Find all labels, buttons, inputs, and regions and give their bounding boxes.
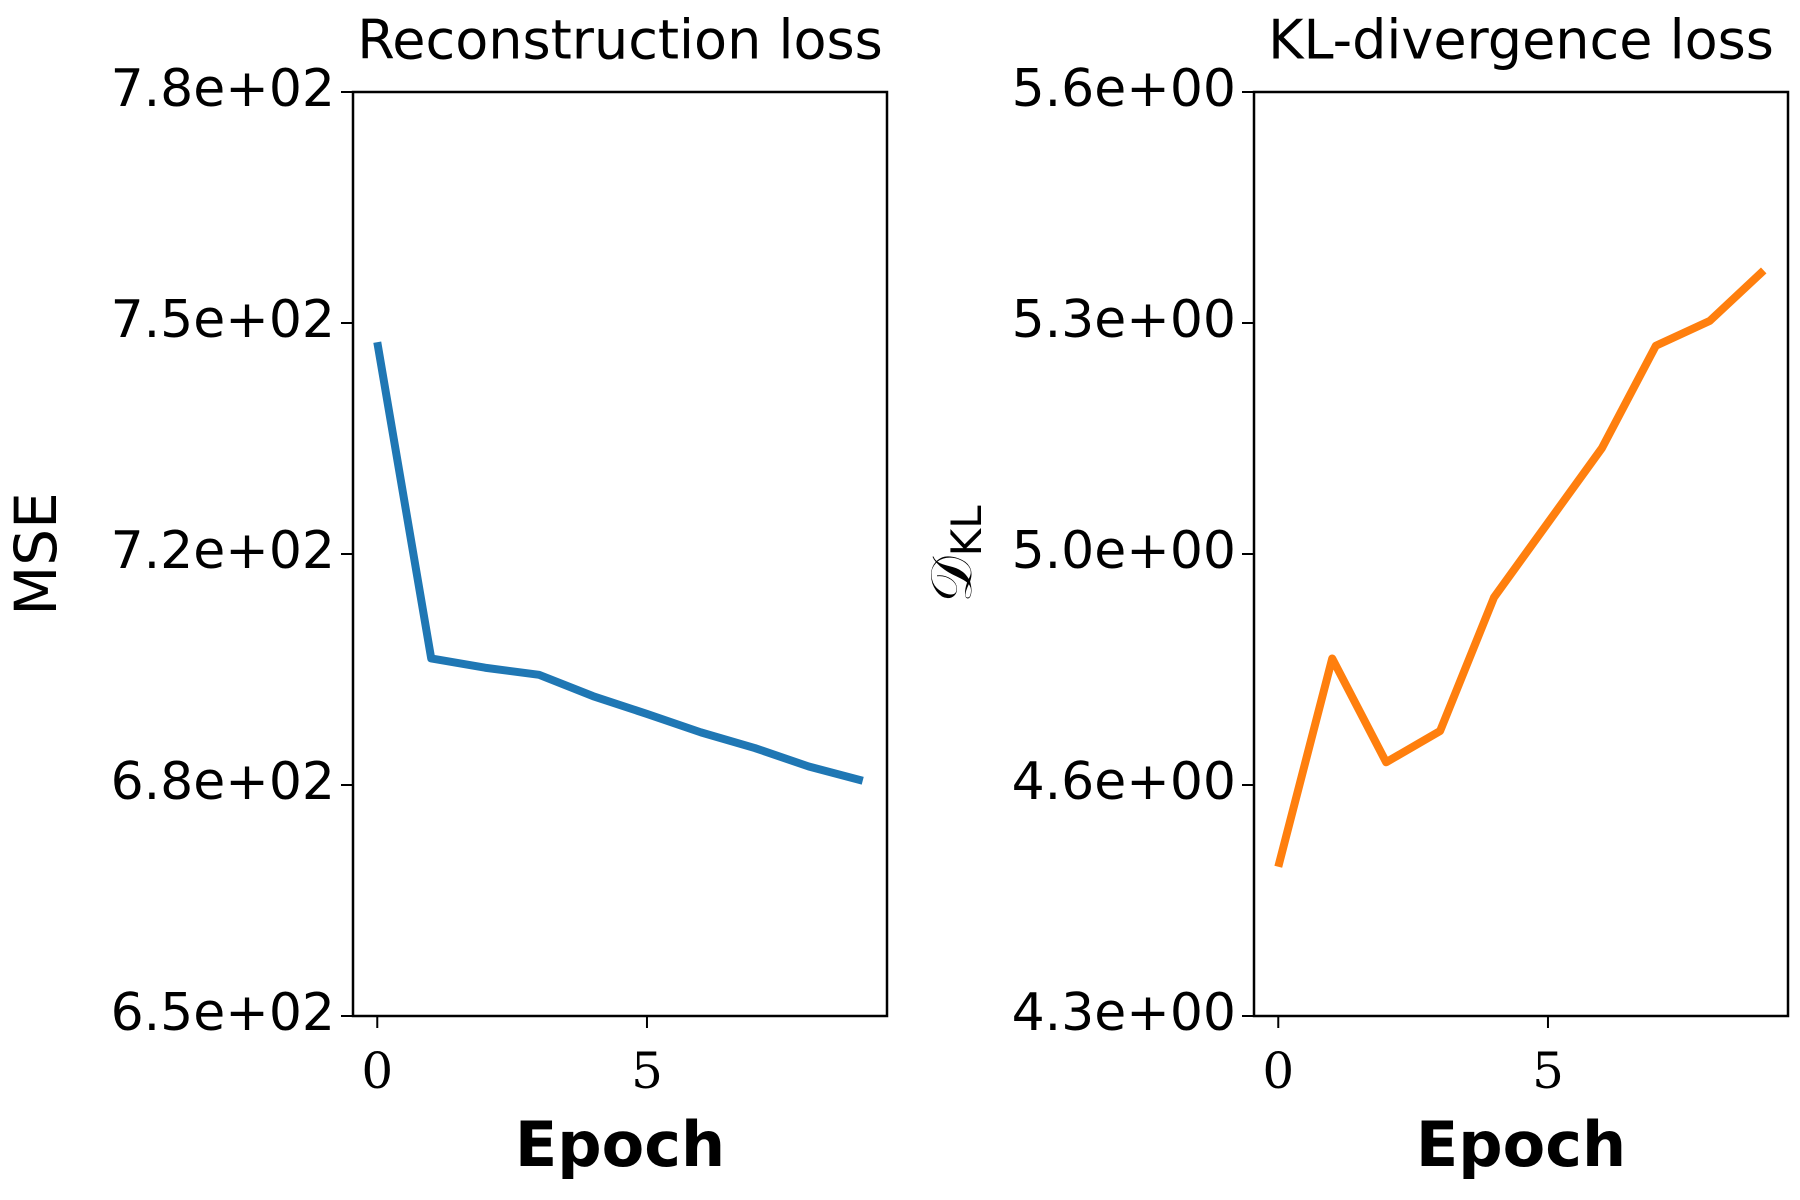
y-tick-label: 7.8e+02 bbox=[111, 59, 335, 119]
chart-title: KL-divergence loss bbox=[1268, 9, 1774, 72]
y-tick-label: 5.6e+00 bbox=[1012, 59, 1236, 119]
x-axis-label: Epoch bbox=[515, 1108, 725, 1181]
y-axis-label: 𝒟KL bbox=[917, 505, 990, 603]
axes-frame bbox=[351, 90, 889, 1018]
y-tick-label: 4.6e+00 bbox=[1012, 752, 1236, 812]
x-tick-label: 0 bbox=[361, 1042, 393, 1100]
chart-title: Reconstruction loss bbox=[357, 9, 883, 72]
x-tick-label: 0 bbox=[1262, 1042, 1294, 1100]
x-tick-label: 5 bbox=[1532, 1042, 1564, 1100]
line bbox=[1274, 267, 1767, 868]
y-tick-label: 6.5e+02 bbox=[111, 983, 335, 1043]
y-axis-label-main: 𝒟 bbox=[917, 556, 985, 603]
y-tick-label: 7.5e+02 bbox=[111, 290, 335, 350]
line bbox=[373, 341, 864, 785]
y-axis-label: MSE bbox=[2, 492, 70, 616]
y-tick-label: 5.0e+00 bbox=[1012, 521, 1236, 581]
y-tick-label: 5.3e+00 bbox=[1012, 290, 1236, 350]
y-tick-label: 7.2e+02 bbox=[111, 521, 335, 581]
x-axis-label: Epoch bbox=[1416, 1108, 1626, 1181]
axes-frame bbox=[1252, 90, 1790, 1018]
y-tick-label: 6.8e+02 bbox=[111, 752, 335, 812]
y-tick-label: 4.3e+00 bbox=[1012, 983, 1236, 1043]
y-axis-label-subscript: KL bbox=[942, 505, 991, 557]
x-tick-label: 5 bbox=[631, 1042, 663, 1100]
y-axis-label-main: MSE bbox=[2, 492, 70, 616]
